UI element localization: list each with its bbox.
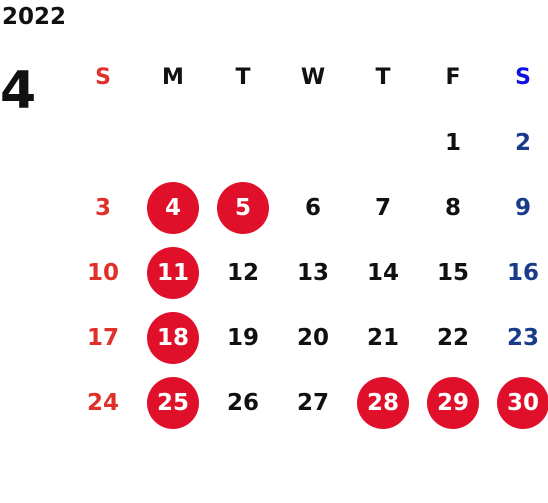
day-number-holiday: 5 <box>217 181 269 234</box>
day-number: 20 <box>296 324 329 351</box>
day-number: 3 <box>94 194 111 221</box>
day-cell: 24 <box>68 370 138 435</box>
day-cell: 28 <box>348 370 418 435</box>
day-cell: 25 <box>138 370 208 435</box>
day-number: 21 <box>366 324 399 351</box>
day-cell: 23 <box>488 305 548 370</box>
day-cell: 18 <box>138 305 208 370</box>
day-cell-empty <box>68 110 138 175</box>
day-number-holiday: 4 <box>147 181 199 234</box>
weekday-header-tuesday: T <box>235 65 251 90</box>
day-cell-empty <box>138 110 208 175</box>
day-number-holiday: 11 <box>147 246 199 299</box>
calendar-grid: S M T W T F S 1 2 3 4 5 6 7 8 9 10 11 12… <box>68 45 548 435</box>
day-number: 6 <box>304 194 321 221</box>
day-number: 13 <box>296 259 329 286</box>
day-cell: 11 <box>138 240 208 305</box>
day-cell: 29 <box>418 370 488 435</box>
day-cell: 5 <box>208 175 278 240</box>
day-number: 9 <box>514 194 531 221</box>
day-cell: 6 <box>278 175 348 240</box>
day-cell-empty <box>278 110 348 175</box>
day-cell: 8 <box>418 175 488 240</box>
day-cell: 21 <box>348 305 418 370</box>
day-number-holiday: 25 <box>147 376 199 429</box>
day-number-holiday: 28 <box>357 376 409 429</box>
day-number: 15 <box>436 259 469 286</box>
day-cell: 4 <box>138 175 208 240</box>
day-cell: 9 <box>488 175 548 240</box>
day-cell: 22 <box>418 305 488 370</box>
day-number: 7 <box>374 194 391 221</box>
day-cell: 14 <box>348 240 418 305</box>
day-number: 12 <box>226 259 259 286</box>
day-number: 23 <box>506 324 539 351</box>
day-number: 1 <box>444 129 461 156</box>
weekday-header-monday: M <box>162 65 184 90</box>
day-cell: 2 <box>488 110 548 175</box>
day-number: 10 <box>86 259 119 286</box>
day-cell-empty <box>348 110 418 175</box>
weekday-header-saturday: S <box>515 65 531 90</box>
day-cell: 13 <box>278 240 348 305</box>
day-number: 26 <box>226 389 259 416</box>
day-number-holiday: 29 <box>427 376 479 429</box>
day-number: 2 <box>514 129 531 156</box>
day-number-holiday: 18 <box>147 311 199 364</box>
day-number: 22 <box>436 324 469 351</box>
day-number: 16 <box>506 259 539 286</box>
day-number-holiday: 30 <box>497 376 548 429</box>
day-cell: 15 <box>418 240 488 305</box>
day-number: 17 <box>86 324 119 351</box>
day-cell: 20 <box>278 305 348 370</box>
day-cell: 7 <box>348 175 418 240</box>
day-cell: 19 <box>208 305 278 370</box>
day-cell: 30 <box>488 370 548 435</box>
day-number: 27 <box>296 389 329 416</box>
day-cell: 3 <box>68 175 138 240</box>
weekday-header-friday: F <box>445 65 461 90</box>
day-cell: 26 <box>208 370 278 435</box>
year-label: 2022 <box>2 4 67 30</box>
day-number: 24 <box>86 389 119 416</box>
day-cell: 27 <box>278 370 348 435</box>
day-cell: 17 <box>68 305 138 370</box>
month-label: 4 <box>0 61 37 121</box>
day-number: 14 <box>366 259 399 286</box>
day-number: 8 <box>444 194 461 221</box>
day-number: 19 <box>226 324 259 351</box>
day-cell: 10 <box>68 240 138 305</box>
day-cell-empty <box>208 110 278 175</box>
weekday-header-thursday: T <box>375 65 391 90</box>
day-cell: 12 <box>208 240 278 305</box>
weekday-header-wednesday: W <box>300 65 326 90</box>
day-cell: 16 <box>488 240 548 305</box>
day-cell: 1 <box>418 110 488 175</box>
weekday-header-sunday: S <box>95 65 111 90</box>
